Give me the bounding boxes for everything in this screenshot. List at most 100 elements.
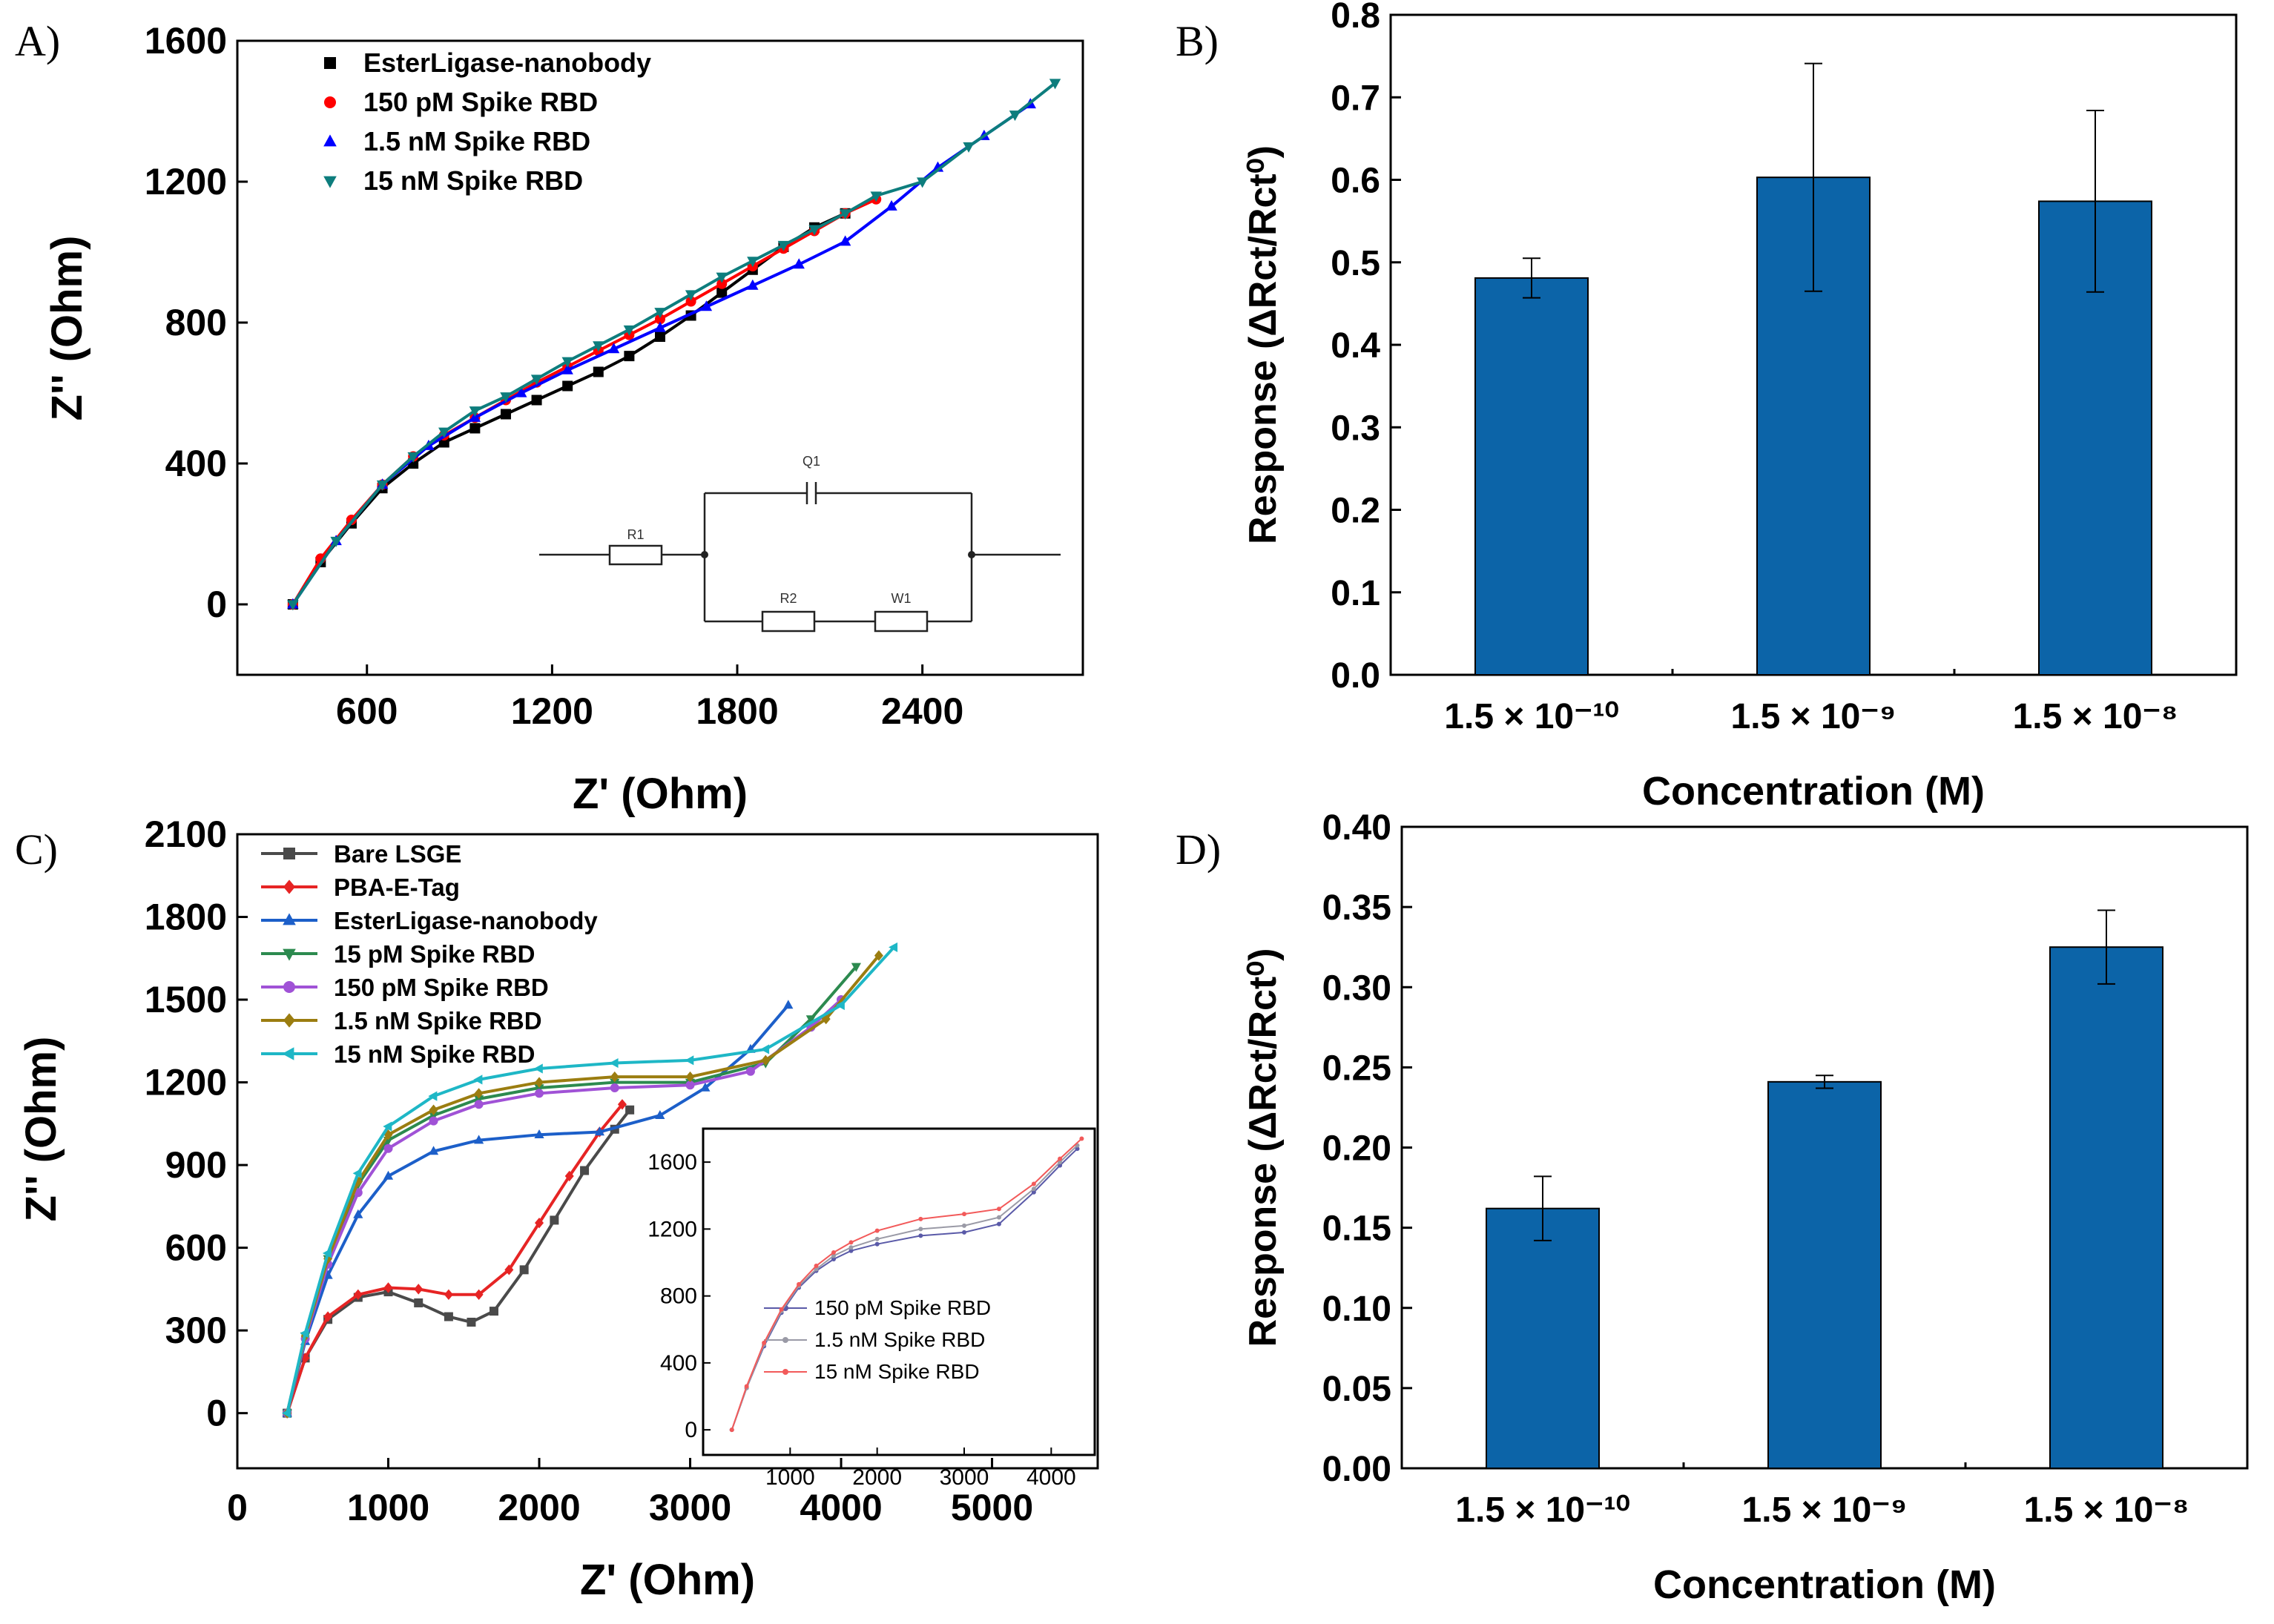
legend-entry: 1.5 nM Spike RBD xyxy=(334,1007,542,1034)
data-point xyxy=(469,423,481,434)
inset-data-point xyxy=(996,1215,1001,1220)
legend-entry: PBA-E-Tag xyxy=(334,874,460,901)
y-tick-label: 1500 xyxy=(145,979,227,1020)
inset-data-point xyxy=(1058,1163,1063,1168)
y-axis-title: Response (ΔRct/Rct⁰) xyxy=(1242,145,1285,544)
data-point xyxy=(700,1082,711,1092)
data-point xyxy=(300,1328,309,1339)
inset-data-point xyxy=(848,1245,854,1250)
y-tick-label: 0.8 xyxy=(1331,0,1380,36)
data-point xyxy=(760,1044,770,1054)
category-label: 1.5 × 10⁻⁹ xyxy=(1731,697,1896,736)
series-line xyxy=(291,211,846,606)
data-point xyxy=(617,1099,627,1110)
legend-marker xyxy=(324,96,336,108)
y-tick-label: 600 xyxy=(165,1227,227,1269)
data-point xyxy=(655,314,665,325)
inset-x-tick-label: 2000 xyxy=(852,1465,902,1490)
data-point xyxy=(323,1311,333,1322)
x-axis-title: Concentration (M) xyxy=(1642,769,1985,813)
data-point xyxy=(562,380,573,392)
y-tick-label: 0.35 xyxy=(1322,888,1391,928)
data-point xyxy=(429,1104,438,1115)
inset-data-point xyxy=(962,1229,966,1235)
data-point xyxy=(287,600,299,611)
data-point xyxy=(407,452,419,463)
y-tick-label: 0.2 xyxy=(1331,492,1380,531)
y-tick-label: 0.5 xyxy=(1331,244,1380,283)
data-point xyxy=(383,1170,394,1180)
data-point xyxy=(777,240,790,251)
data-point xyxy=(322,1248,332,1258)
data-point xyxy=(353,1176,363,1187)
legend-entry: 150 pM Spike RBD xyxy=(363,87,598,117)
data-point xyxy=(716,287,728,298)
data-point xyxy=(916,177,929,188)
data-point xyxy=(716,272,728,283)
inset-data-point xyxy=(1075,1146,1080,1152)
bar xyxy=(1767,1080,1882,1469)
data-point xyxy=(353,1209,363,1218)
data-point xyxy=(655,1109,665,1119)
inset-data-point xyxy=(744,1384,749,1389)
inset-data-point xyxy=(797,1281,802,1287)
data-point xyxy=(654,308,666,319)
series-line xyxy=(291,82,1056,606)
category-label: 1.5 × 10⁻¹⁰ xyxy=(1455,1491,1629,1530)
series-line xyxy=(291,197,877,606)
data-point xyxy=(561,363,573,374)
panel-label: A) xyxy=(15,17,60,65)
data-point xyxy=(467,1317,476,1327)
y-tick-label: 0.05 xyxy=(1322,1370,1391,1409)
x-tick-label: 5000 xyxy=(951,1487,1033,1528)
legend-marker xyxy=(323,134,337,147)
inset-y-tick-label: 1600 xyxy=(647,1150,697,1175)
legend-marker xyxy=(283,981,295,993)
resistor-r1 xyxy=(608,544,663,566)
x-tick-label: 2400 xyxy=(881,690,963,732)
data-point xyxy=(428,1091,438,1101)
data-point xyxy=(745,1066,755,1076)
x-tick-label: 600 xyxy=(336,690,398,732)
data-point xyxy=(593,366,604,377)
inset-data-point xyxy=(1031,1186,1036,1192)
inset-y-tick-label: 1200 xyxy=(647,1217,697,1241)
data-point xyxy=(469,406,481,417)
data-point xyxy=(474,1135,484,1144)
circuit-node xyxy=(968,551,975,558)
x-axis-title: Z' (Ohm) xyxy=(580,1556,755,1604)
circuit-label-q1: Q1 xyxy=(803,454,820,469)
y-tick-label: 0.4 xyxy=(1331,326,1380,366)
category-label: 1.5 × 10⁻⁸ xyxy=(2024,1491,2189,1530)
legend-marker xyxy=(283,879,295,894)
legend-entry: EsterLigase-nanobody xyxy=(363,47,651,78)
data-point xyxy=(593,341,604,352)
inset-data-point xyxy=(996,1207,1001,1212)
data-point xyxy=(474,1095,484,1105)
data-point xyxy=(610,1083,619,1092)
inset-data-point xyxy=(1058,1160,1063,1165)
data-point xyxy=(428,1146,439,1155)
data-point xyxy=(474,1100,484,1109)
legend-marker xyxy=(283,848,295,859)
circuit-label-r1: R1 xyxy=(627,527,644,542)
data-point xyxy=(625,1105,635,1115)
data-point xyxy=(654,321,666,332)
data-point xyxy=(500,392,512,403)
y-tick-label: 1800 xyxy=(145,897,227,938)
inset-data-point xyxy=(729,1427,734,1433)
panel-c: 0 1000 2000 3000 4000 50000300600900120015001… xyxy=(15,813,1099,1604)
data-point xyxy=(685,1055,694,1066)
data-point xyxy=(533,1063,543,1074)
inset-data-point xyxy=(962,1212,966,1217)
data-point xyxy=(352,1168,362,1178)
data-point xyxy=(609,1057,619,1069)
data-point xyxy=(535,1217,544,1229)
data-point xyxy=(530,374,543,386)
data-point xyxy=(963,142,975,153)
inset-data-point xyxy=(1058,1156,1063,1161)
data-point xyxy=(474,1289,484,1301)
panel-label: D) xyxy=(1176,825,1221,874)
inset-data-point xyxy=(848,1240,854,1245)
inset-x-tick-label: 3000 xyxy=(940,1465,989,1490)
